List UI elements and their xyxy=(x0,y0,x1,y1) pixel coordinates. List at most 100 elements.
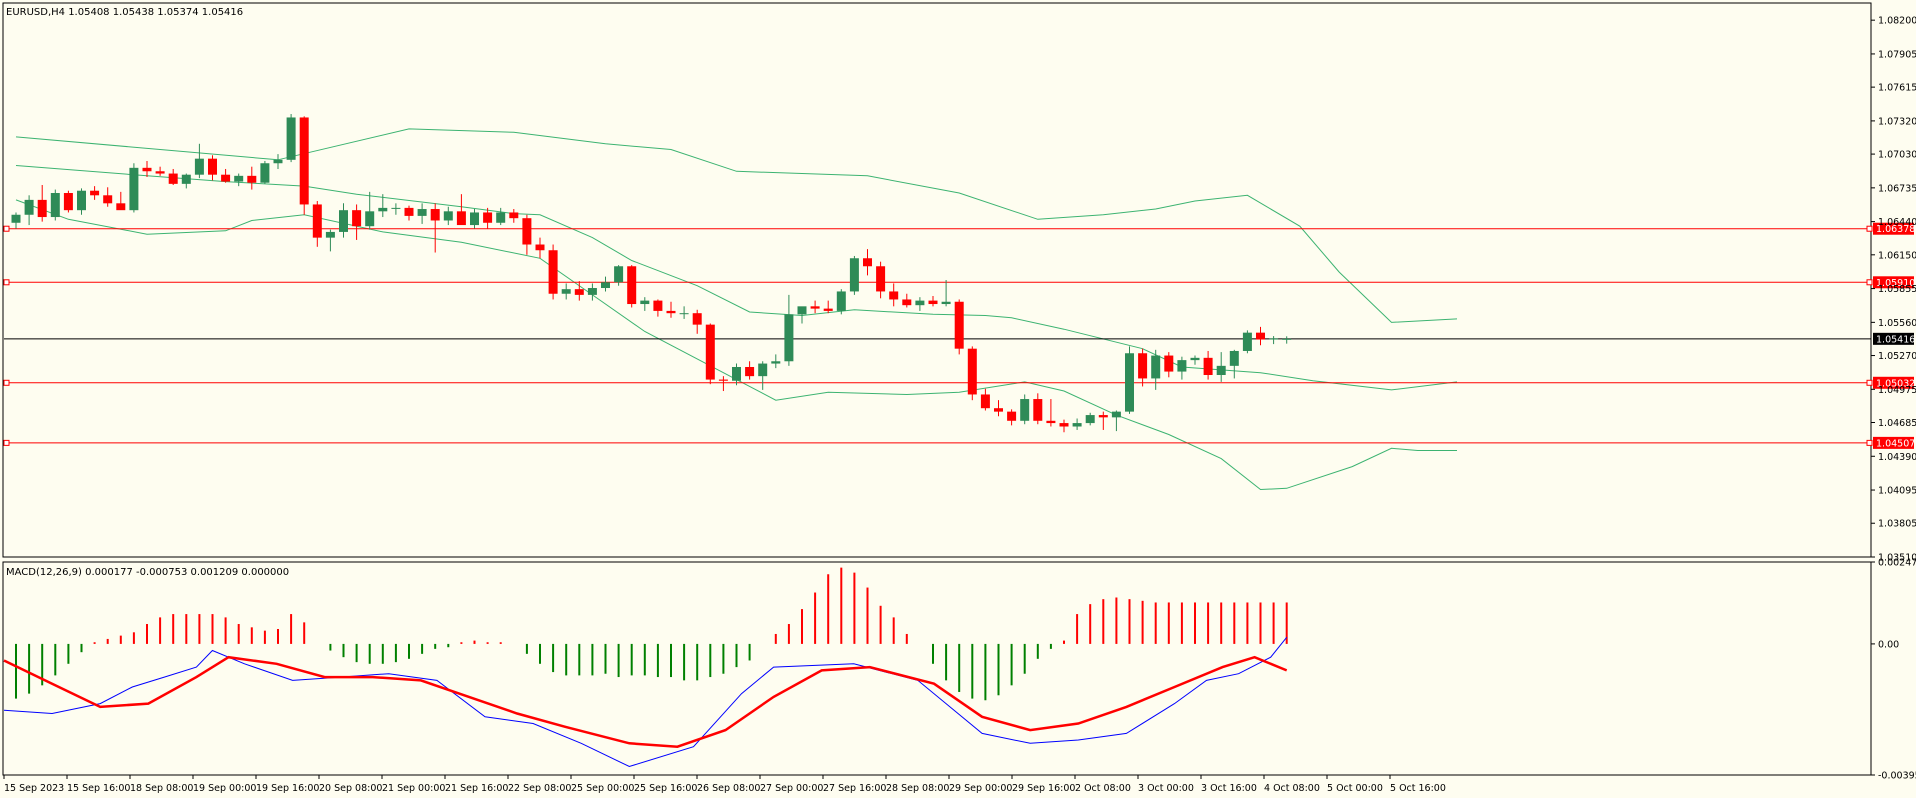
level-anchor xyxy=(3,379,10,386)
candle-body xyxy=(1242,332,1252,351)
candle-body xyxy=(535,244,545,251)
candle-body xyxy=(1282,338,1292,340)
level-tag-label: 1.05032 xyxy=(1876,378,1915,389)
time-tick-label: 3 Oct 00:00 xyxy=(1138,783,1194,794)
candle-body xyxy=(365,211,375,227)
candle-body xyxy=(1203,357,1213,376)
price-tick-label: 1.08200 xyxy=(1878,16,1916,27)
candle-body xyxy=(443,211,453,221)
price-tick-label: 1.06150 xyxy=(1878,250,1916,261)
candle-body xyxy=(823,308,833,311)
macd-header: MACD(12,26,9) 0.000177 -0.000753 0.00120… xyxy=(6,567,289,578)
bollinger-bands xyxy=(15,128,1458,491)
candle-body xyxy=(352,210,362,227)
candle-body xyxy=(1007,411,1017,421)
candle-body xyxy=(1229,350,1239,366)
candle-body xyxy=(1072,423,1082,427)
time-tick-label: 18 Sep 08:00 xyxy=(130,783,193,794)
candle-body xyxy=(470,212,479,226)
candle-body xyxy=(221,174,231,182)
candle-body xyxy=(1256,332,1265,340)
candle-body xyxy=(810,306,820,309)
level-anchor xyxy=(3,225,10,232)
candle-body xyxy=(50,193,60,218)
price-tick-label: 1.07905 xyxy=(1878,49,1916,60)
level-anchor xyxy=(1866,225,1873,232)
candle-body xyxy=(915,300,925,306)
time-tick-label: 15 Sep 2023 xyxy=(4,783,64,794)
candle-body xyxy=(1033,399,1043,421)
candle-body xyxy=(732,366,741,381)
candle-body xyxy=(1111,411,1121,418)
candle-body xyxy=(430,209,440,221)
candle-body xyxy=(391,207,401,209)
candle-body xyxy=(260,163,270,183)
candle-body xyxy=(1138,353,1148,379)
candle-body xyxy=(496,212,506,223)
time-tick-label: 5 Oct 16:00 xyxy=(1390,783,1446,794)
candle-body xyxy=(181,174,191,184)
candle-body xyxy=(325,231,335,238)
time-tick-label: 5 Oct 00:00 xyxy=(1327,783,1383,794)
price-tick-label: 1.07030 xyxy=(1878,150,1916,161)
time-tick-label: 20 Sep 08:00 xyxy=(319,783,382,794)
candle-body xyxy=(404,207,414,216)
macd-panel-frame xyxy=(2,561,1872,776)
macd-tick-label: -0.003955 xyxy=(1878,771,1916,782)
candle-body xyxy=(1177,360,1187,372)
candle-body xyxy=(849,258,859,292)
time-tick-label: 25 Sep 16:00 xyxy=(634,783,697,794)
candle-body xyxy=(168,173,178,184)
candle-body xyxy=(771,361,781,364)
price-tick-label: 1.04390 xyxy=(1878,452,1916,463)
macd-tick-label: 0.00 xyxy=(1878,639,1899,650)
candle-body xyxy=(1059,423,1069,427)
candle-body xyxy=(601,282,610,289)
candle-body xyxy=(483,212,493,223)
level-tag-label: 1.05910 xyxy=(1876,278,1915,289)
candle-body xyxy=(836,291,846,311)
candle-body xyxy=(339,210,348,232)
level-anchor xyxy=(1866,379,1873,386)
price-tick-label: 1.06440 xyxy=(1878,217,1916,228)
level-anchor xyxy=(1866,279,1873,286)
candle-body xyxy=(247,175,257,183)
candle-body xyxy=(90,190,100,196)
current-price-tag xyxy=(1873,332,1914,345)
candle-body xyxy=(299,117,309,205)
candle-body xyxy=(614,266,624,283)
candle-body xyxy=(208,158,217,175)
candle-body xyxy=(876,266,886,292)
macd-tick-label: 0.002471 xyxy=(1878,558,1916,569)
candle-body xyxy=(941,301,951,305)
price-tick-label: 1.07320 xyxy=(1878,116,1916,127)
candle-body xyxy=(1125,353,1134,412)
candle-body xyxy=(522,218,532,245)
level-anchor xyxy=(3,279,10,286)
candle-body xyxy=(1216,365,1226,376)
candle-body xyxy=(1151,355,1161,379)
time-tick-label: 2 Oct 08:00 xyxy=(1075,783,1131,794)
level-tag xyxy=(1873,222,1914,235)
candlesticks xyxy=(11,114,1292,433)
time-axis: 15 Sep 2023 15 Sep 16:00 18 Sep 08:00 19 Se… xyxy=(3,775,1446,794)
time-tick-label: 4 Oct 08:00 xyxy=(1264,783,1320,794)
main-panel-frame xyxy=(2,2,1872,558)
candle-body xyxy=(1020,399,1030,421)
price-tick-label: 1.05560 xyxy=(1878,318,1916,329)
candle-body xyxy=(718,379,728,381)
candle-body xyxy=(784,314,794,362)
macd-line xyxy=(3,636,1288,768)
candle-body xyxy=(574,289,584,295)
level-tag xyxy=(1873,276,1914,289)
time-tick-label: 3 Oct 16:00 xyxy=(1201,783,1257,794)
candle-body xyxy=(1098,415,1108,418)
candle-body xyxy=(11,214,21,223)
band-lower-line xyxy=(15,199,1457,491)
candle-body xyxy=(194,158,204,175)
time-tick-label: 28 Sep 08:00 xyxy=(886,783,949,794)
candle-body xyxy=(679,313,689,315)
price-tick-label: 1.05855 xyxy=(1878,284,1916,295)
candle-body xyxy=(63,193,73,211)
candle-body xyxy=(705,324,715,380)
